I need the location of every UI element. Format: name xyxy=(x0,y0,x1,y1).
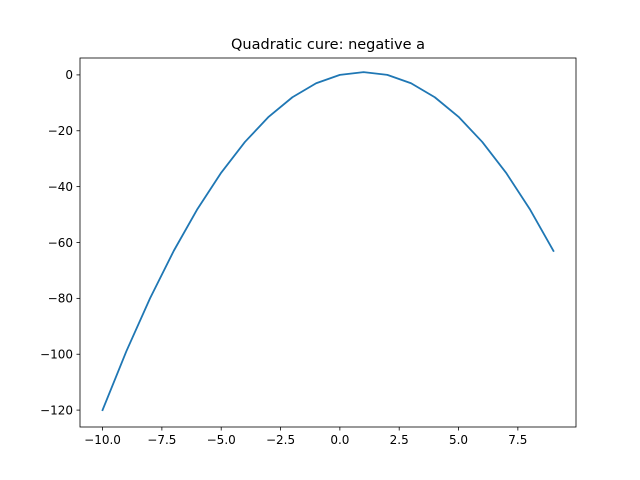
series-layer xyxy=(101,71,555,412)
y-tick-label: −60 xyxy=(48,236,73,250)
x-axis: −10.0 −7.5 −5.0 −2.5 0.0 2.5 5.0 7.5 xyxy=(84,427,527,447)
axes-frame xyxy=(79,57,577,428)
x-tick-label: 7.5 xyxy=(508,433,527,447)
x-tick-label: 0.0 xyxy=(330,433,349,447)
x-tick-label: −10.0 xyxy=(84,433,121,447)
series-line-0 xyxy=(101,71,555,412)
y-tick-label: −40 xyxy=(48,180,73,194)
y-tick-label: −80 xyxy=(48,292,73,306)
y-tick-label: −120 xyxy=(40,403,73,417)
x-tick-label: 5.0 xyxy=(449,433,468,447)
plot-area xyxy=(79,57,577,428)
x-tick-label: −7.5 xyxy=(147,433,176,447)
y-tick-label: −100 xyxy=(40,348,73,362)
y-tick-label: −20 xyxy=(48,124,73,138)
x-tick-label: −5.0 xyxy=(207,433,236,447)
chart-title: Quadratic cure: negative a xyxy=(231,37,425,53)
y-tick-label: 0 xyxy=(65,68,73,82)
y-axis: 0 −20 −40 −60 −80 −100 −120 xyxy=(40,68,80,417)
x-tick-label: 2.5 xyxy=(390,433,409,447)
x-tick-label: −2.5 xyxy=(266,433,295,447)
